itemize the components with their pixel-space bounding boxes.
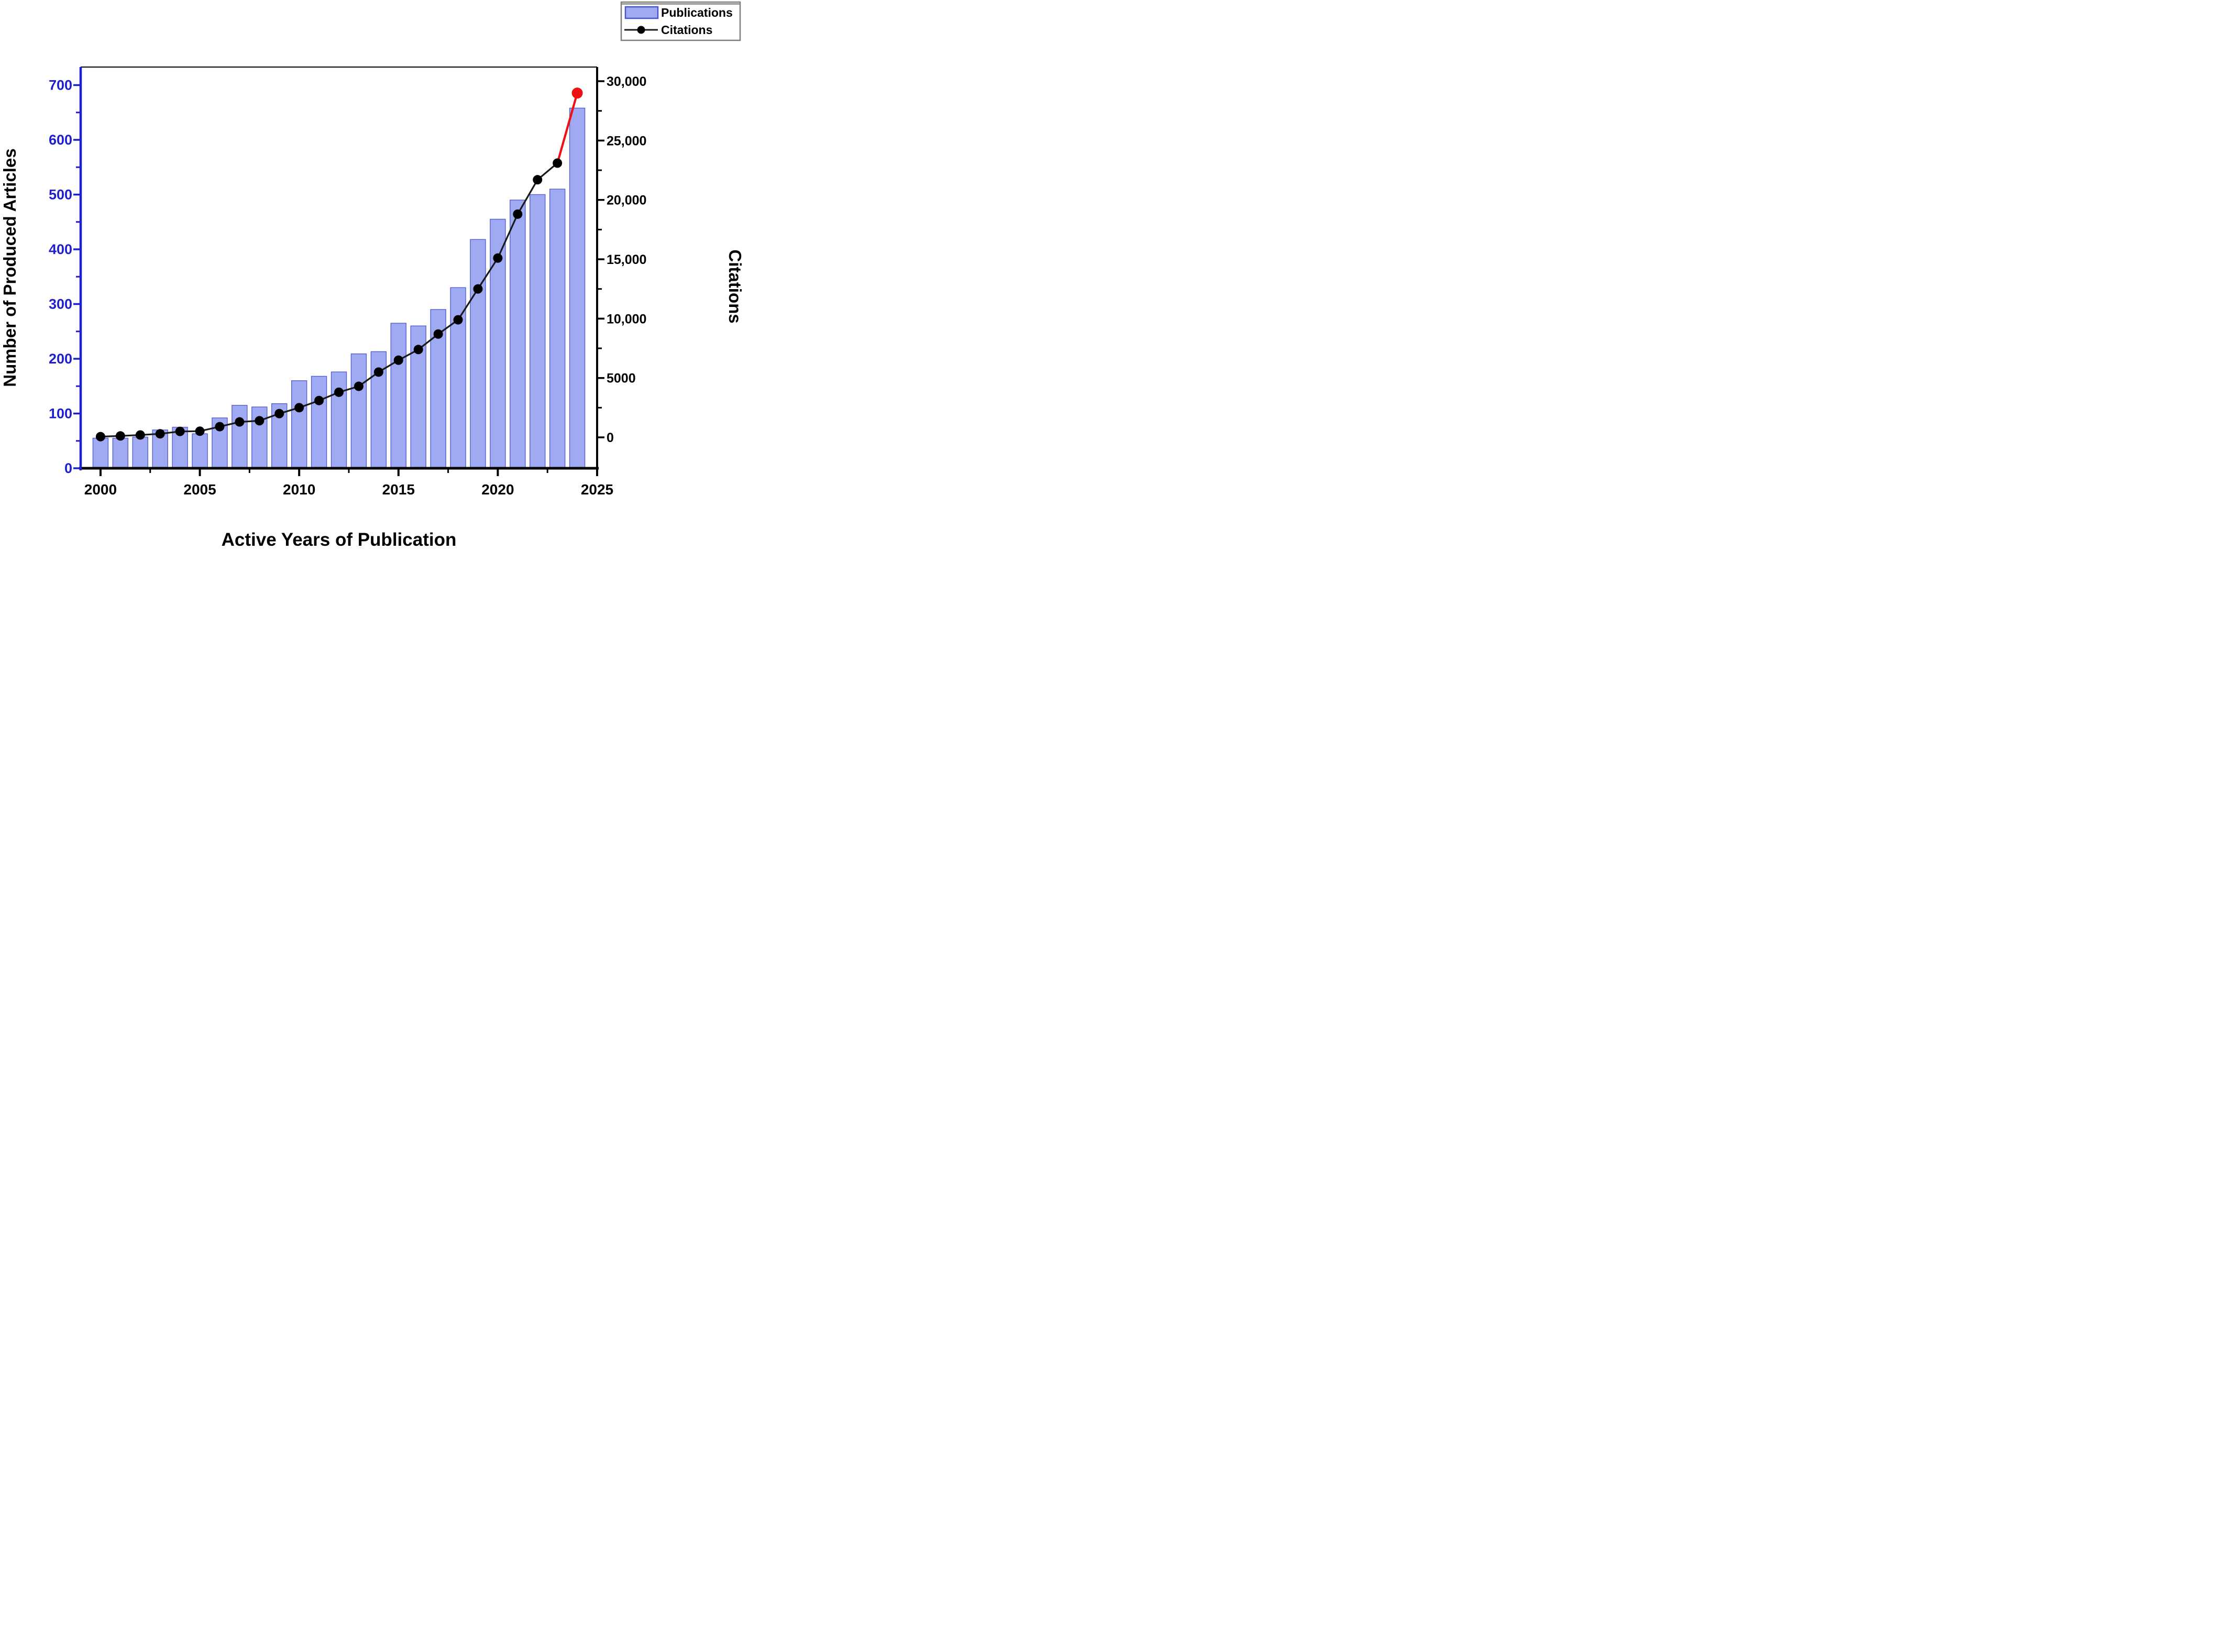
citations-point-2020	[493, 253, 503, 263]
left-tick-label-0: 0	[64, 460, 72, 476]
x-axis-title: Active Years of Publication	[222, 530, 457, 550]
publications-bar-2011	[311, 376, 327, 469]
publications-bar-2007	[232, 405, 248, 469]
x-tick-label-2015: 2015	[382, 481, 415, 498]
citations-point-2023	[553, 158, 563, 168]
right-tick-label-5000: 5000	[607, 371, 636, 386]
publications-bar-2010	[291, 380, 307, 469]
citations-point-2000	[95, 432, 105, 442]
legend-citations-marker	[637, 26, 645, 34]
x-tick-label-2005: 2005	[183, 481, 216, 498]
citations-point-2007	[235, 417, 245, 427]
publications-bar-2002	[132, 436, 148, 469]
citations-point-2022	[533, 175, 543, 185]
publications-citations-chart: 0 100 200 300 400 500 600 700 0 5000 10,000 15,000 2…	[0, 1, 742, 550]
left-tick-label-600: 600	[49, 132, 72, 148]
legend-publications-label: Publications	[661, 6, 733, 19]
left-tick-label-100: 100	[49, 405, 72, 421]
left-tick-label-400: 400	[49, 241, 72, 257]
publications-bar-2012	[331, 371, 347, 469]
legend-publications-swatch	[624, 6, 659, 19]
citations-point-2016	[413, 345, 423, 355]
right-axis-title: Citations	[725, 249, 742, 323]
right-tick-label-15000: 15,000	[607, 252, 646, 267]
publications-bar-2018	[450, 287, 466, 469]
citations-point-2009	[274, 409, 284, 418]
publications-bar-2015	[390, 323, 406, 469]
x-tick-label-2010: 2010	[283, 481, 315, 498]
x-tick-label-2000: 2000	[84, 481, 117, 498]
publications-bar-2005	[192, 433, 208, 469]
citations-point-2003	[155, 429, 165, 439]
x-tick-label-2020: 2020	[481, 481, 514, 498]
citations-point-2004	[175, 426, 185, 436]
citations-point-2012	[334, 387, 344, 397]
left-axis-title: Number of Produced Articles	[0, 148, 19, 387]
publications-bar-2022	[530, 194, 546, 469]
citations-point-2002	[135, 430, 145, 440]
citations-point-2015	[393, 355, 403, 365]
citations-point-2013	[354, 381, 364, 391]
citations-point-2005	[195, 426, 205, 436]
legend-citations-label: Citations	[661, 23, 712, 37]
left-tick-label-300: 300	[49, 296, 72, 312]
x-tick-label-2025: 2025	[581, 481, 613, 498]
left-tick-label-700: 700	[49, 77, 72, 93]
right-tick-label-10000: 10,000	[607, 312, 646, 326]
citations-point-2010	[294, 403, 304, 413]
citations-point-2001	[115, 431, 125, 441]
publications-bar-2019	[470, 239, 486, 469]
citations-point-2017	[433, 329, 443, 339]
right-tick-label-20000: 20,000	[607, 193, 646, 208]
publications-bar-2000	[92, 437, 109, 469]
citations-final-segment	[556, 93, 579, 163]
right-tick-label-0: 0	[607, 431, 614, 445]
publications-bar-2013	[350, 353, 367, 469]
chart-container: 0 100 200 300 400 500 600 700 0 5000 10,000 15,000 2…	[0, 0, 742, 551]
citations-line	[100, 162, 558, 438]
publications-bar-2024	[569, 107, 586, 469]
citations-point-2008	[255, 416, 265, 426]
citations-point-2019	[473, 284, 483, 294]
publications-bar-2001	[112, 437, 129, 469]
publications-bar-2008	[251, 406, 268, 469]
right-tick-label-30000: 30,000	[607, 74, 646, 89]
citations-point-2024	[571, 87, 583, 99]
right-tick-label-25000: 25,000	[607, 134, 646, 148]
publications-bar-2021	[510, 200, 526, 469]
citations-point-2011	[314, 395, 324, 405]
left-tick-label-200: 200	[49, 351, 72, 367]
left-tick-label-500: 500	[49, 186, 72, 202]
citations-point-2014	[373, 367, 383, 377]
citations-point-2021	[513, 209, 523, 219]
citations-point-2018	[453, 315, 463, 325]
publications-bar-2023	[549, 189, 566, 469]
citations-point-2006	[215, 422, 225, 432]
